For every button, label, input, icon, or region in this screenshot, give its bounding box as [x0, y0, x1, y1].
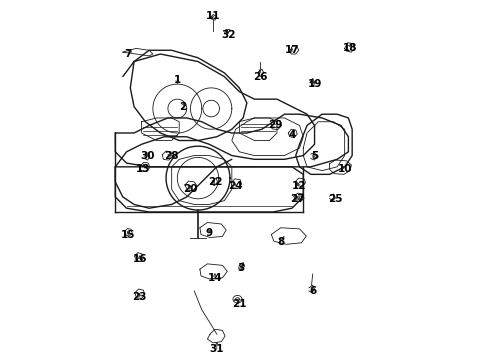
- Text: 3: 3: [238, 264, 245, 273]
- Text: 1: 1: [173, 75, 181, 85]
- Text: 14: 14: [208, 273, 222, 283]
- Text: 5: 5: [311, 150, 318, 161]
- Text: 21: 21: [232, 299, 246, 309]
- Text: 31: 31: [210, 344, 224, 354]
- Text: 24: 24: [228, 181, 243, 191]
- Text: 18: 18: [343, 44, 358, 53]
- Text: 22: 22: [208, 177, 222, 187]
- Text: 8: 8: [277, 237, 284, 247]
- Text: 6: 6: [309, 286, 317, 296]
- Text: 17: 17: [285, 45, 299, 55]
- Text: 23: 23: [132, 292, 147, 302]
- Text: 28: 28: [165, 150, 179, 161]
- Text: 19: 19: [307, 79, 322, 89]
- Text: 30: 30: [140, 150, 154, 161]
- Text: 27: 27: [291, 194, 305, 204]
- Text: 7: 7: [125, 49, 132, 59]
- Text: 10: 10: [338, 164, 352, 174]
- Text: 26: 26: [253, 72, 267, 82]
- Text: 11: 11: [206, 12, 220, 22]
- Text: 9: 9: [206, 228, 213, 238]
- Text: 2: 2: [179, 102, 187, 112]
- Text: 13: 13: [136, 164, 151, 174]
- Text: 32: 32: [221, 30, 235, 40]
- Text: 25: 25: [328, 194, 343, 204]
- Text: 4: 4: [288, 130, 295, 140]
- Text: 16: 16: [132, 254, 147, 264]
- Text: 20: 20: [183, 184, 198, 194]
- Text: 12: 12: [292, 181, 307, 191]
- Text: 15: 15: [121, 230, 136, 239]
- Text: 29: 29: [268, 121, 282, 130]
